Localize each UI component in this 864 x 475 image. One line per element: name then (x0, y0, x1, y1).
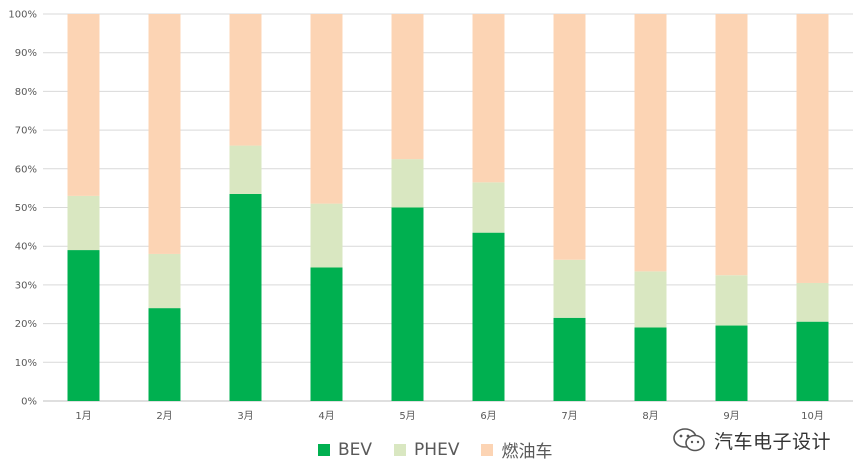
bar-segment-phev (148, 253, 181, 309)
bar-segment-bev (472, 232, 505, 401)
watermark-text: 汽车电子设计 (714, 430, 832, 453)
y-tick-label: 70% (15, 126, 37, 137)
bar-segment-fuel (634, 14, 667, 272)
x-tick-label: 3月 (237, 410, 253, 422)
legend-item-phev: PHEV (394, 440, 459, 460)
bar-segment-bev (553, 317, 586, 401)
x-tick-label: 9月 (723, 410, 739, 422)
y-axis-ticks: 0% 10% 20% 30% 40% 50% 60% 70% 80% 90% 100% (8, 10, 37, 408)
bar-segment-phev (472, 182, 505, 233)
y-tick-label: 80% (15, 87, 37, 98)
bar-segment-bev (796, 321, 829, 401)
bar-segment-fuel (67, 14, 100, 196)
bar-segment-fuel (229, 14, 262, 146)
bar-segment-phev (391, 159, 424, 208)
x-tick-label: 1月 (75, 410, 91, 422)
bar-segment-fuel (553, 14, 586, 260)
bar-segment-phev (67, 195, 100, 251)
bars (67, 14, 829, 401)
watermark: 汽车电子设计 (672, 426, 831, 454)
x-tick-label: 2月 (156, 410, 172, 422)
bar-segment-phev (229, 145, 262, 194)
bar-segment-fuel (472, 14, 505, 183)
y-tick-label: 20% (15, 319, 37, 330)
y-tick-label: 100% (8, 10, 37, 21)
bar-segment-fuel (796, 14, 829, 283)
x-axis-ticks: 1月 2月 3月 4月 5月 6月 7月 8月 9月 10月 (75, 410, 824, 422)
y-tick-label: 90% (15, 48, 37, 59)
x-tick-label: 5月 (399, 410, 415, 422)
x-tick-label: 7月 (561, 410, 577, 422)
legend-item-bev: BEV (318, 440, 372, 460)
y-tick-label: 30% (15, 280, 37, 291)
legend-label-phev: PHEV (414, 439, 460, 460)
y-tick-label: 10% (15, 358, 37, 369)
bar-segment-bev (310, 267, 343, 401)
bar-segment-phev (715, 275, 748, 326)
x-tick-label: 4月 (318, 410, 334, 422)
x-tick-label: 6月 (480, 410, 496, 422)
bar-segment-phev (796, 282, 829, 322)
bar-segment-bev (67, 250, 100, 401)
legend: BEV PHEV 燃油车 (318, 437, 574, 462)
legend-item-fuel: 燃油车 (481, 437, 552, 462)
y-tick-label: 50% (15, 203, 37, 214)
bar-segment-bev (634, 327, 667, 401)
bar-segment-bev (148, 308, 181, 401)
bar-segment-fuel (310, 14, 343, 204)
x-tick-label: 10月 (801, 410, 824, 422)
bar-segment-phev (310, 203, 343, 268)
y-tick-label: 60% (15, 164, 37, 175)
bar-segment-bev (229, 193, 262, 401)
y-tick-label: 40% (15, 242, 37, 253)
legend-swatch-phev (394, 443, 407, 456)
bar-segment-fuel (148, 14, 181, 254)
bar-segment-fuel (391, 14, 424, 160)
x-tick-label: 8月 (642, 410, 658, 422)
bar-segment-bev (391, 207, 424, 401)
legend-label-fuel: 燃油车 (501, 442, 553, 462)
legend-swatch-bev (318, 443, 330, 456)
bar-segment-phev (634, 271, 667, 328)
wechat-icon (673, 428, 705, 452)
bar-segment-fuel (715, 14, 748, 276)
bar-segment-bev (715, 325, 748, 401)
legend-swatch-fuel (481, 443, 494, 456)
legend-label-bev: BEV (338, 439, 373, 460)
y-tick-label: 0% (21, 397, 37, 408)
bar-segment-phev (553, 259, 586, 318)
